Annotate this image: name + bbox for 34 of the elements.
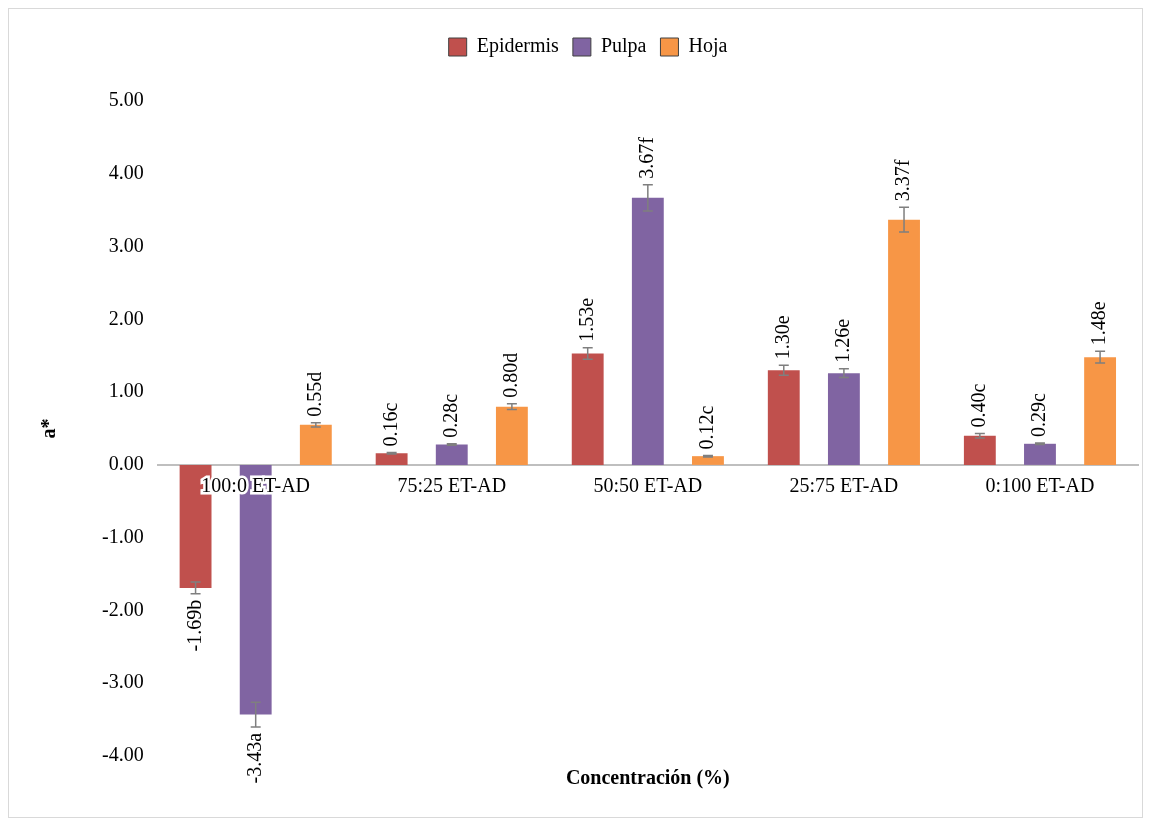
- x-tick-label: 75:25 ET-AD: [397, 474, 507, 497]
- data-label: 0.40c: [967, 383, 990, 428]
- y-tick-label: 4.00: [108, 161, 144, 184]
- data-label: -1.69b: [182, 599, 205, 652]
- legend-label: Hoja: [688, 34, 728, 58]
- y-tick-label: -2.00: [101, 597, 144, 620]
- x-tick-label: 0:100 ET-AD: [985, 474, 1095, 497]
- y-tick-label: 0.00: [108, 452, 144, 475]
- y-tick-label: 3.00: [108, 233, 144, 256]
- data-label: 3.67f: [635, 136, 658, 179]
- data-label: 0.29c: [1027, 393, 1050, 438]
- y-tick-label: -3.00: [101, 670, 144, 693]
- data-label: 0.55d: [303, 371, 326, 417]
- data-label: 1.53e: [574, 297, 597, 342]
- data-label: 1.26e: [831, 318, 854, 363]
- y-tick-label: -1.00: [101, 524, 144, 547]
- data-label: 1.30e: [771, 315, 794, 360]
- data-label: 0.16c: [378, 402, 401, 447]
- legend-label: Pulpa: [600, 34, 647, 58]
- data-label: 0.28c: [439, 393, 462, 438]
- x-tick-label: 25:75 ET-AD: [789, 474, 899, 497]
- y-axis-title: a*: [37, 418, 60, 439]
- y-tick-label: 5.00: [108, 88, 144, 111]
- y-tick-label: -4.00: [101, 743, 144, 766]
- data-label: -3.43a: [242, 732, 265, 784]
- x-tick-label: 50:50 ET-AD: [593, 474, 703, 497]
- x-axis-title: Concentración (%): [565, 766, 730, 790]
- data-label: 0.12c: [695, 405, 718, 450]
- data-label: 0.80d: [499, 352, 522, 398]
- y-tick-label: 1.00: [108, 379, 144, 402]
- data-label: 1.48e: [1087, 301, 1110, 346]
- data-label: 3.37f: [891, 159, 914, 202]
- y-tick-label: 2.00: [108, 306, 144, 329]
- legend-label: Epidermis: [476, 34, 560, 58]
